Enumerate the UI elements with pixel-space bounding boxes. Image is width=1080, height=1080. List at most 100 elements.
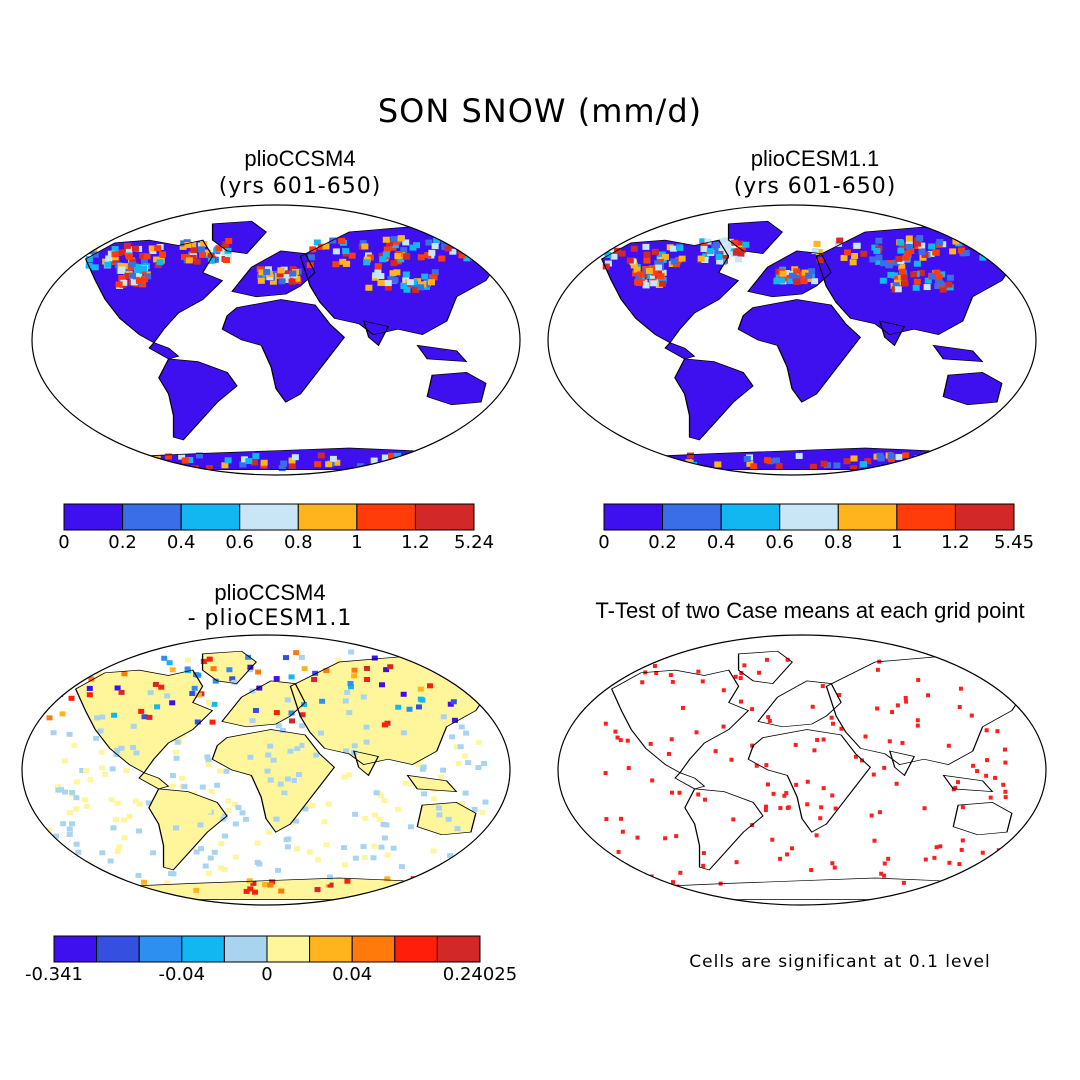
snow-cell xyxy=(970,238,978,245)
snow-cell xyxy=(135,270,143,277)
snow-cell xyxy=(278,278,286,285)
snow-cell xyxy=(669,245,677,252)
snow-cell xyxy=(835,240,843,247)
snow-cell xyxy=(650,269,658,276)
snow-cell xyxy=(288,278,296,285)
snow-cell xyxy=(269,278,277,285)
diff-cell xyxy=(225,798,232,804)
signif-cell xyxy=(904,699,909,704)
diff-cell xyxy=(266,829,273,835)
snow-cell xyxy=(945,281,953,288)
snow-cell xyxy=(980,235,988,242)
snow-cell xyxy=(239,461,247,468)
map-border xyxy=(557,634,1047,906)
snow-cell xyxy=(159,251,167,258)
diff-cell xyxy=(210,666,217,672)
diff-cell xyxy=(407,824,414,830)
snow-cell xyxy=(743,455,751,462)
signif-cell xyxy=(853,754,858,759)
figure-title: SON SNOW (mm/d) xyxy=(377,92,703,130)
snow-cell xyxy=(974,236,982,243)
diff-cell xyxy=(292,818,299,824)
diff-cell xyxy=(306,849,313,855)
diff-cell xyxy=(381,835,388,841)
diff-cell xyxy=(442,869,449,875)
signif-cell xyxy=(1003,789,1008,794)
snow-cell xyxy=(417,254,425,261)
diff-cell xyxy=(87,889,94,895)
diff-cell xyxy=(95,671,102,677)
snow-cell xyxy=(130,279,138,286)
snow-cell xyxy=(433,237,441,244)
snow-cell xyxy=(359,240,367,247)
signif-cell xyxy=(882,873,887,878)
signif-cell xyxy=(721,688,726,693)
diff-cell xyxy=(314,887,321,893)
signif-cell xyxy=(1002,747,1007,752)
diff-cell xyxy=(57,657,64,663)
diff-cell xyxy=(169,700,176,706)
snow-cell xyxy=(288,457,296,464)
diff-cell xyxy=(166,660,173,666)
diff-cell xyxy=(346,710,353,716)
snow-cell xyxy=(902,254,910,261)
snow-cell xyxy=(139,252,147,259)
colorbar-tick-label: 1.2 xyxy=(941,532,970,553)
diff-cell xyxy=(274,821,281,827)
diff-cell xyxy=(54,784,61,790)
diff-cell xyxy=(436,812,443,818)
snow-cell xyxy=(602,263,610,270)
signif-cell xyxy=(980,850,985,855)
diff-cell xyxy=(118,745,125,751)
diff-cell xyxy=(267,882,274,888)
diff-cell xyxy=(402,780,409,786)
signif-cell xyxy=(1007,863,1012,868)
diff-cell xyxy=(326,874,333,880)
signif-cell xyxy=(955,780,960,785)
signif-cell xyxy=(694,730,699,735)
snow-cell xyxy=(793,268,801,275)
signif-cell xyxy=(1003,760,1008,765)
snow-cell xyxy=(941,282,949,289)
snow-cell xyxy=(700,246,708,253)
snow-cell xyxy=(128,272,136,279)
snow-cell xyxy=(260,459,268,466)
snow-cell xyxy=(382,236,390,243)
diff-cell xyxy=(193,849,200,855)
diff-cell xyxy=(169,773,176,779)
signif-cell xyxy=(958,686,963,691)
colorbar-tick-label: 0.2 xyxy=(108,532,137,553)
diff-cell xyxy=(451,717,458,723)
snow-cell xyxy=(277,267,285,274)
signif-cell xyxy=(946,743,951,748)
signif-cell xyxy=(701,863,706,868)
signif-cell xyxy=(603,771,608,776)
diff-cell xyxy=(180,726,187,732)
snow-cell xyxy=(317,243,325,250)
snow-cell xyxy=(245,458,253,465)
snow-cell xyxy=(150,459,158,466)
diff-cell xyxy=(378,793,385,799)
signif-cell xyxy=(985,758,990,763)
diff-cell xyxy=(390,845,397,851)
snow-cell xyxy=(289,270,297,277)
snow-cell xyxy=(735,256,743,263)
snow-cell xyxy=(658,459,666,466)
snow-cell xyxy=(379,256,387,263)
snow-cell xyxy=(787,278,795,285)
snow-cell xyxy=(793,278,801,285)
snow-cell xyxy=(394,252,402,259)
signif-cell xyxy=(812,748,817,753)
snow-cell xyxy=(421,273,429,280)
snow-cell xyxy=(871,244,879,251)
signif-cell xyxy=(613,729,618,734)
diff-cell xyxy=(221,833,228,839)
colorbar-tick-label: 0.04 xyxy=(332,964,373,985)
snow-cell xyxy=(384,284,392,291)
diff-cell xyxy=(166,862,173,868)
signif-cell xyxy=(666,751,671,756)
colorbar-tick-label: 0.6 xyxy=(765,532,795,553)
diff-cell xyxy=(376,749,383,755)
diff-cell xyxy=(351,743,358,749)
colorbar-swatch xyxy=(414,503,475,531)
